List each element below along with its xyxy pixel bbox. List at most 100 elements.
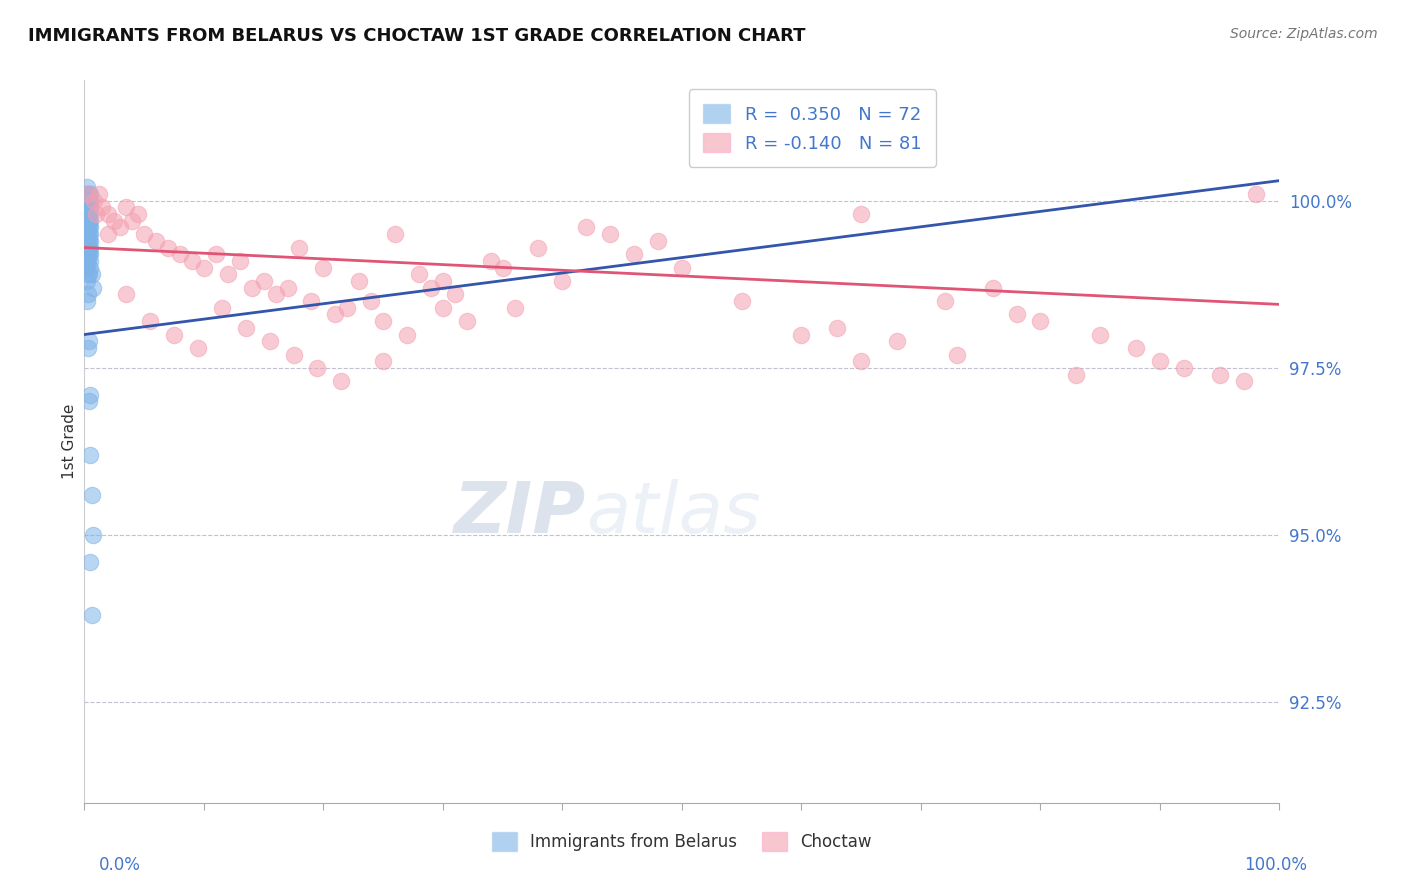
Point (115, 200, 138, 214)
Point (76, 213, 98, 227)
Point (253, 274, 276, 288)
Point (115, 287, 138, 301)
Point (76, 274, 98, 288)
Point (76, 293, 98, 308)
Point (575, 220, 598, 235)
Point (330, 374, 353, 388)
Point (420, 280, 443, 294)
Point (301, 293, 323, 308)
Point (76, 247, 98, 261)
Point (325, 308, 347, 322)
Point (75, 253, 97, 268)
Point (288, 240, 311, 254)
Point (551, 274, 574, 288)
Point (75, 247, 97, 261)
Point (83, 194, 105, 208)
Point (77, 267, 100, 281)
Point (259, 334, 281, 348)
Point (77, 207, 100, 221)
Point (77, 187, 100, 202)
Point (157, 240, 180, 254)
Point (77, 341, 100, 355)
Point (77, 394, 100, 409)
Text: ZIP: ZIP (454, 479, 586, 549)
Point (110, 220, 132, 235)
Point (373, 314, 395, 328)
Point (75, 234, 97, 248)
Text: atlas: atlas (586, 479, 761, 549)
Point (1029, 314, 1052, 328)
Point (211, 301, 233, 315)
Point (77, 267, 100, 281)
Point (80, 267, 103, 281)
Point (77, 234, 100, 248)
Point (77, 247, 100, 261)
Point (599, 227, 621, 241)
Point (217, 267, 239, 281)
Legend: Immigrants from Belarus, Choctaw: Immigrants from Belarus, Choctaw (484, 824, 880, 860)
Point (103, 213, 125, 227)
Point (479, 253, 502, 268)
Text: 100.0%: 100.0% (1244, 856, 1308, 874)
Point (1244, 187, 1267, 202)
Point (132, 227, 156, 241)
Point (139, 314, 162, 328)
Point (827, 321, 849, 335)
Point (77, 187, 100, 202)
Point (492, 260, 515, 275)
Point (396, 327, 419, 342)
Point (432, 301, 454, 315)
Point (1125, 341, 1147, 355)
Point (80, 608, 103, 623)
Point (145, 234, 167, 248)
Y-axis label: 1st Grade: 1st Grade (62, 404, 77, 479)
Point (187, 341, 209, 355)
Text: IMMIGRANTS FROM BELARUS VS CHOCTAW 1ST GRADE CORRELATION CHART: IMMIGRANTS FROM BELARUS VS CHOCTAW 1ST G… (28, 27, 806, 45)
Point (1090, 327, 1112, 342)
Point (169, 247, 191, 261)
Point (851, 207, 873, 221)
Point (87, 187, 110, 202)
Point (79, 187, 101, 202)
Point (77, 287, 100, 301)
Point (79, 213, 101, 227)
Point (205, 247, 228, 261)
Point (77, 227, 100, 241)
Point (647, 234, 669, 248)
Point (264, 287, 287, 301)
Point (97, 207, 120, 221)
Point (79, 227, 101, 241)
Point (349, 274, 371, 288)
Point (75, 260, 97, 275)
Point (75, 200, 97, 214)
Point (76, 234, 98, 248)
Point (229, 253, 252, 268)
Point (1209, 368, 1232, 382)
Point (79, 200, 101, 214)
Point (1233, 374, 1256, 388)
Point (91, 200, 114, 214)
Point (75, 220, 97, 235)
Point (75, 227, 97, 241)
Point (193, 260, 215, 275)
Point (384, 227, 406, 241)
Point (79, 448, 101, 462)
Point (79, 207, 101, 221)
Point (77, 227, 100, 241)
Point (277, 280, 299, 294)
Point (77, 220, 100, 235)
Point (1149, 354, 1171, 368)
Point (981, 280, 1004, 294)
Point (527, 240, 550, 254)
Point (77, 234, 100, 248)
Point (97, 227, 120, 241)
Point (432, 274, 454, 288)
Point (1066, 368, 1088, 382)
Point (77, 213, 100, 227)
Point (127, 207, 149, 221)
Point (851, 354, 873, 368)
Point (76, 200, 98, 214)
Point (934, 293, 956, 308)
Point (77, 253, 100, 268)
Text: Source: ZipAtlas.com: Source: ZipAtlas.com (1230, 27, 1378, 41)
